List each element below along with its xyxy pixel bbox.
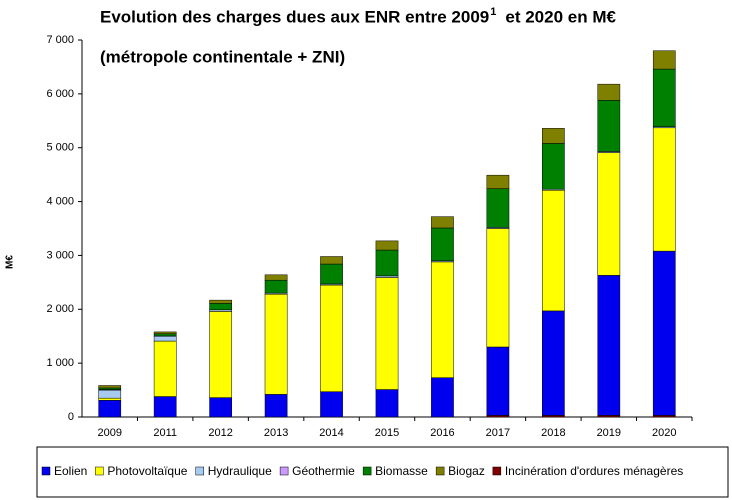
- chart-title: Evolution des charges dues aux ENR entre…: [100, 7, 489, 26]
- bar-segment: [98, 400, 122, 418]
- bar-segment: [153, 333, 177, 337]
- legend-label: Biomasse: [375, 464, 428, 478]
- bar-segment: [153, 331, 177, 335]
- x-tick-label: 2009: [97, 427, 121, 439]
- y-tick-label: 0: [68, 411, 74, 423]
- x-tick-label: 2017: [486, 427, 510, 439]
- legend-label: Hydraulique: [208, 464, 272, 478]
- x-tick-label: 2015: [375, 427, 399, 439]
- bar-segment: [264, 274, 288, 281]
- bar-segment: [597, 83, 621, 101]
- x-tick-label: 2016: [430, 427, 454, 439]
- bar-segment: [153, 335, 177, 342]
- bar-segment: [542, 190, 565, 312]
- bar-segment: [98, 389, 122, 399]
- legend-swatch: [95, 466, 104, 476]
- chart-title-end: et 2020 en M€: [505, 7, 616, 26]
- bar-segment: [98, 385, 122, 389]
- x-tick-label: 2011: [153, 427, 177, 439]
- bar-segment: [597, 275, 621, 416]
- bar-segment: [320, 284, 343, 392]
- x-tick-label: 2013: [264, 427, 288, 439]
- bar-segment: [486, 188, 510, 228]
- bar-segment: [542, 143, 565, 190]
- x-tick-label: 2014: [319, 427, 343, 439]
- bar-segment: [98, 397, 122, 401]
- x-tick-label: 2018: [541, 427, 565, 439]
- bar-segment: [209, 299, 232, 304]
- legend-swatch: [41, 466, 51, 476]
- bar-segment: [320, 256, 343, 265]
- bar-segment: [375, 240, 399, 251]
- legend-label: Eolien: [54, 464, 87, 478]
- bar-segment: [209, 397, 232, 418]
- legend-label: Photovoltaïque: [107, 464, 187, 478]
- bar-segment: [264, 394, 288, 418]
- legend-swatch: [435, 466, 445, 476]
- x-tick-label: 2020: [652, 427, 676, 439]
- bar-segment: [264, 279, 288, 294]
- bar-segment: [153, 340, 177, 397]
- bar-segment: [431, 377, 454, 418]
- legend-swatch: [279, 466, 289, 476]
- bar-segment: [375, 389, 399, 418]
- bar-segment: [486, 346, 510, 416]
- bar-segment: [486, 228, 510, 348]
- legend-swatch: [492, 466, 502, 476]
- bar-segment: [652, 127, 676, 252]
- x-tick-label: 2019: [597, 427, 621, 439]
- legend-label: Biogaz: [448, 464, 485, 478]
- bar-segment: [431, 227, 454, 262]
- legend-box: [36, 446, 729, 498]
- bar-segment: [153, 396, 177, 418]
- legend-swatch: [362, 466, 372, 476]
- bar-segment: [320, 391, 343, 418]
- chart-subtitle: (métropole continentale + ZNI): [100, 47, 345, 66]
- bar-segment: [264, 293, 288, 395]
- bar-segment: [597, 152, 621, 276]
- y-tick-label: 2 000: [46, 303, 74, 315]
- y-tick-label: 5 000: [46, 142, 74, 154]
- bar-segment: [209, 311, 232, 398]
- y-tick-label: 6 000: [46, 88, 74, 100]
- bar-segment: [542, 128, 565, 144]
- bar-segment: [542, 310, 565, 416]
- y-tick-label: 3 000: [46, 249, 74, 261]
- x-tick-label: 2012: [208, 427, 232, 439]
- bar-segment: [597, 100, 621, 152]
- bar-segment: [486, 174, 510, 189]
- bar-segment: [652, 250, 676, 416]
- bar-segment: [431, 261, 454, 378]
- bar-segment: [209, 303, 232, 311]
- bar-segment: [652, 50, 676, 70]
- y-tick-label: 1 000: [46, 357, 74, 369]
- bar-segment: [375, 249, 399, 277]
- y-tick-label: 7 000: [46, 34, 74, 46]
- legend-label: Incinération d'ordures ménagères: [505, 464, 683, 478]
- title-superscript: 1: [490, 6, 496, 18]
- y-axis-label: M€: [5, 255, 16, 269]
- legend-label: Géothermie: [292, 464, 355, 478]
- bar-segment: [375, 277, 399, 390]
- bar-segment: [431, 216, 454, 229]
- y-tick-label: 4 000: [46, 195, 74, 207]
- bar-segment: [652, 68, 676, 127]
- legend-swatch: [195, 466, 204, 476]
- bar-segment: [320, 263, 343, 285]
